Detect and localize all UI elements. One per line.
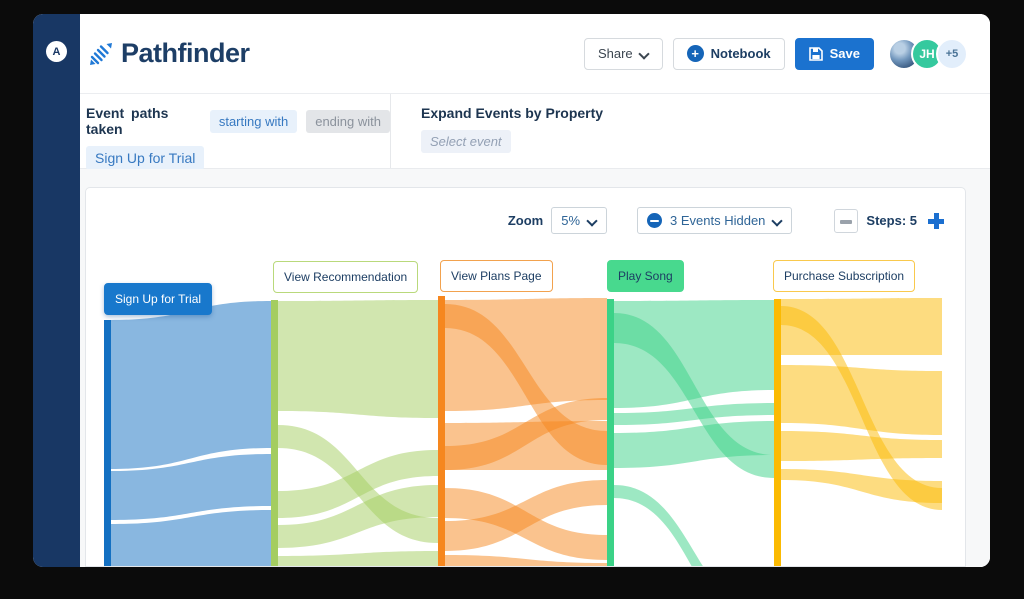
- chart-controls: Zoom 5% 3 Events Hidden Steps: 5: [508, 207, 947, 234]
- sankey-node-label[interactable]: Sign Up for Trial: [104, 283, 213, 315]
- expand-events-title: Expand Events by Property: [421, 105, 604, 121]
- sankey-link[interactable]: [614, 300, 774, 408]
- zoom-label: Zoom: [507, 213, 544, 228]
- share-button-label: Share: [597, 46, 633, 61]
- sankey-link[interactable]: [781, 431, 942, 461]
- sankey-link[interactable]: [111, 510, 271, 567]
- sankey-node-label[interactable]: Play Song: [607, 260, 684, 292]
- plus-circle-icon: +: [686, 45, 704, 62]
- zoom-select[interactable]: 5%: [551, 207, 608, 234]
- minus-circle-icon: [647, 213, 663, 228]
- app-badge-icon[interactable]: A: [46, 41, 67, 62]
- left-rail: A: [33, 14, 80, 567]
- zoom-value: 5%: [561, 213, 581, 228]
- sankey-node-label[interactable]: View Plans Page: [440, 260, 553, 292]
- start-event-pill[interactable]: Sign Up for Trial: [86, 146, 205, 170]
- sankey-link[interactable]: [278, 485, 438, 548]
- sankey-diagram[interactable]: [86, 188, 966, 567]
- avatar-overflow-badge[interactable]: +5: [936, 37, 968, 70]
- logo: Pathfinder: [88, 38, 250, 69]
- save-button[interactable]: Save: [794, 37, 874, 70]
- sankey-link[interactable]: [111, 454, 271, 520]
- sankey-node-bar[interactable]: [438, 296, 445, 567]
- sankey-node-label[interactable]: View Recommendation: [273, 261, 419, 293]
- sankey-link[interactable]: [111, 301, 271, 469]
- events-hidden-select[interactable]: 3 Events Hidden: [637, 207, 793, 234]
- sankey-link[interactable]: [278, 450, 438, 518]
- sankey-node-bar[interactable]: [607, 299, 614, 567]
- share-button[interactable]: Share: [583, 37, 663, 70]
- sankey-link[interactable]: [445, 304, 607, 465]
- sankey-node-bar[interactable]: [774, 299, 781, 567]
- chart-card: Zoom 5% 3 Events Hidden Steps: 5: [85, 187, 966, 567]
- events-hidden-label: 3 Events Hidden: [670, 213, 766, 228]
- sankey-link[interactable]: [445, 398, 607, 470]
- main-area: Zoom 5% 3 Events Hidden Steps: 5: [80, 169, 990, 567]
- sankey-link[interactable]: [614, 403, 774, 425]
- sankey-link[interactable]: [278, 551, 438, 567]
- select-event-input[interactable]: Select event: [421, 130, 511, 153]
- save-button-label: Save: [829, 46, 860, 61]
- save-icon: [808, 46, 823, 61]
- paths-taken-title: Event paths taken: [86, 105, 169, 137]
- avatar-group: JH +5: [888, 37, 968, 70]
- app-title: Pathfinder: [121, 38, 250, 68]
- sankey-link[interactable]: [614, 485, 774, 567]
- sankey-node-bar[interactable]: [104, 320, 111, 567]
- minus-icon: [840, 219, 853, 224]
- ending-with-toggle[interactable]: ending with: [306, 109, 390, 133]
- sankey-link[interactable]: [445, 480, 607, 551]
- sankey-link[interactable]: [781, 306, 942, 510]
- sankey-link[interactable]: [445, 555, 607, 567]
- starting-with-toggle[interactable]: starting with: [209, 109, 298, 133]
- sankey-link[interactable]: [278, 300, 438, 418]
- filter-bar: Event paths taken starting with ending w…: [80, 94, 990, 170]
- sankey-link[interactable]: [781, 469, 942, 503]
- chevron-down-icon: [773, 216, 782, 225]
- steps-decrease-button[interactable]: [834, 208, 859, 233]
- chevron-down-icon: [588, 216, 597, 225]
- header: Pathfinder Share + Notebook S: [80, 14, 990, 94]
- steps-count: Steps: 5: [866, 213, 917, 228]
- notebook-button-label: Notebook: [710, 46, 771, 61]
- sankey-node-bar[interactable]: [271, 300, 278, 567]
- chevron-down-icon: [640, 49, 649, 58]
- app-window: A Pathfinder: [33, 14, 990, 567]
- notebook-button[interactable]: + Notebook: [672, 37, 785, 70]
- pathfinder-logo-icon: [90, 42, 112, 65]
- steps-increase-button[interactable]: [925, 210, 947, 232]
- sankey-link[interactable]: [614, 313, 774, 478]
- sankey-node-label[interactable]: Purchase Subscription: [773, 260, 916, 292]
